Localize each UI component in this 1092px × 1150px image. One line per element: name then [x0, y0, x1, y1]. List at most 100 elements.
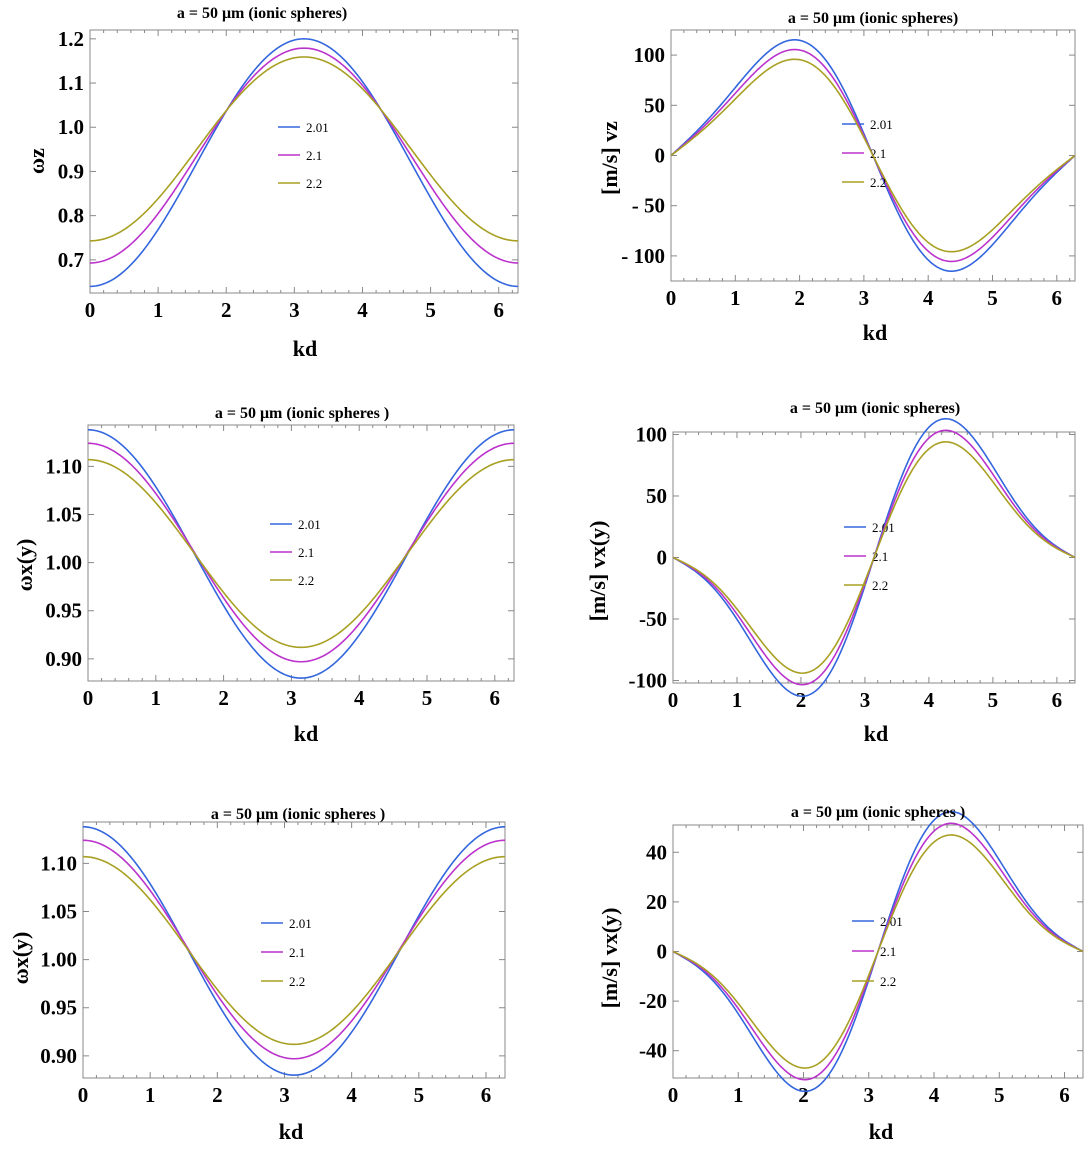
- panel-2-xtick-label: 5: [987, 286, 998, 310]
- panel-2-ytick-label: 0: [655, 144, 666, 168]
- panel-5-ylabel: ωx(y): [8, 932, 33, 985]
- panel-4-xtick-label: 2: [796, 688, 807, 712]
- panel-1-xtick-label: 4: [357, 298, 368, 322]
- panel-1-xtick-label: 5: [425, 298, 436, 322]
- panel-1-xtick-label: 0: [85, 298, 96, 322]
- panel-3-legend-label: 2.1: [298, 545, 314, 560]
- panel-4-legend-label: 2.01: [872, 520, 895, 535]
- panel-2-xtick-label: 1: [730, 286, 741, 310]
- panel-5-xtick-label: 6: [481, 1083, 492, 1107]
- panel-5-title: a = 50 μm (ionic spheres ): [211, 806, 385, 823]
- panel-2-xlabel: kd: [863, 320, 887, 345]
- panel-1-legend-label: 2.01: [306, 120, 329, 135]
- panel-4-ytick-label: 100: [636, 422, 668, 446]
- panel-5-series-2.1: [82, 839, 506, 1060]
- panel-6-title: a = 50 μm (ionic spheres ): [791, 804, 965, 821]
- panel-1-xlabel: kd: [293, 336, 317, 361]
- panel-4-ytick-label: -100: [629, 669, 668, 693]
- panel-4-title: a = 50 μm (ionic spheres): [790, 400, 960, 417]
- panel-6-xtick-label: 4: [929, 1083, 940, 1107]
- panel-6-xtick-label: 6: [1059, 1083, 1070, 1107]
- panel-5: 0 1 2 3 4 5 6 0.90 0.95 1.00 1.05 1.10 2.01 2.1 2.2 a =…: [8, 806, 506, 1144]
- panel-6-xtick-label: 0: [668, 1083, 679, 1107]
- panel-3-frame: [87, 424, 515, 682]
- panel-3-xtick-label: 5: [422, 686, 433, 710]
- panel-3-xlabel: kd: [294, 721, 318, 746]
- panel-3-xtick-label: 4: [354, 686, 365, 710]
- panel-6-legend-label: 2.01: [880, 914, 903, 929]
- panel-3-xtick-label: 6: [490, 686, 501, 710]
- panel-5-legend-label: 2.2: [289, 974, 305, 989]
- panel-5-series-2.01: [82, 826, 506, 1076]
- panel-1-ytick-label: 1.2: [58, 27, 84, 51]
- panel-1-ytick-label: 1.1: [58, 71, 84, 95]
- panel-3-series-2.2: [87, 458, 515, 649]
- panel-6-legend-label: 2.2: [880, 974, 896, 989]
- panel-2-xtick-label: 0: [666, 286, 677, 310]
- panel-5-xtick-label: 3: [279, 1083, 290, 1107]
- panel-1-series-2.01: [89, 38, 519, 288]
- panel-6-ytick-label: 0: [657, 940, 668, 964]
- panel-1-ytick-label: 1.0: [58, 115, 84, 139]
- panel-4-ytick-label: 50: [646, 484, 667, 508]
- panel-5-ytick-label: 0.90: [40, 1044, 77, 1068]
- panel-2-xtick-label: 6: [1052, 286, 1063, 310]
- panel-4-ylabel: [m/s] vx(y): [585, 521, 610, 622]
- panel-6-xtick-label: 5: [994, 1083, 1005, 1107]
- panel-3-ytick-label: 0.95: [45, 599, 82, 623]
- panel-1-ytick-label: 0.9: [58, 159, 84, 183]
- panel-4-xtick-label: 0: [668, 688, 679, 712]
- panel-2-title: a = 50 μm (ionic spheres): [788, 10, 958, 27]
- panel-6-ytick-label: -20: [639, 989, 667, 1013]
- panel-4-xtick-label: 1: [732, 688, 743, 712]
- panel-1-series-2.2: [89, 56, 519, 242]
- panel-5-legend-label: 2.01: [289, 916, 312, 931]
- panel-5-xtick-label: 4: [346, 1083, 357, 1107]
- panel-3-ytick-label: 1.00: [45, 551, 82, 575]
- panel-4-series-2.2: [672, 441, 1076, 674]
- panel-5-xtick-label: 1: [145, 1083, 156, 1107]
- panel-2-ytick-label: - 100: [621, 244, 665, 268]
- panel-2-xtick-label: 4: [923, 286, 934, 310]
- panel-4-ytick-label: 0: [657, 546, 668, 570]
- panel-1-xtick-label: 3: [289, 298, 300, 322]
- panel-4-xtick-label: 4: [924, 688, 935, 712]
- panel-2-ytick-label: - 50: [632, 194, 665, 218]
- panel-6-xtick-label: 3: [864, 1083, 875, 1107]
- panel-1-ylabel: ωz: [24, 148, 49, 174]
- panel-6-ylabel: [m/s] vx(y): [597, 908, 622, 1009]
- panel-2-ytick-label: 50: [644, 93, 665, 117]
- panel-5-xtick-label: 5: [414, 1083, 425, 1107]
- panel-6-xtick-label: 1: [733, 1083, 744, 1107]
- panel-3-ylabel: ωx(y): [12, 539, 37, 592]
- panel-3-xtick-label: 2: [218, 686, 229, 710]
- panel-2-legend-label: 2.2: [870, 175, 886, 190]
- panel-5-legend-label: 2.1: [289, 945, 305, 960]
- panel-5-xtick-label: 0: [78, 1083, 89, 1107]
- panel-3: 0 1 2 3 4 5 6 0.90 0.95 1.00 1.05 1.10 2.01 2.1 2.2 a =…: [12, 405, 515, 746]
- panel-2-xtick-label: 2: [794, 286, 805, 310]
- panel-6-ytick-label: 40: [646, 840, 667, 864]
- panel-3-legend-label: 2.01: [298, 517, 321, 532]
- panel-5-frame: [82, 821, 506, 1079]
- panel-1-title: a = 50 μm (ionic spheres): [177, 5, 347, 22]
- panel-3-title: a = 50 μm (ionic spheres ): [215, 405, 389, 422]
- panel-2-series-2.2: [670, 58, 1076, 253]
- panel-1-legend-label: 2.2: [306, 176, 322, 191]
- panel-6-xtick-label: 2: [798, 1083, 809, 1107]
- panel-4-legend-label: 2.2: [872, 578, 888, 593]
- panel-1-xtick-label: 1: [153, 298, 164, 322]
- panel-1-ytick-label: 0.8: [58, 204, 84, 228]
- panel-5-ytick-label: 1.00: [40, 948, 77, 972]
- panel-3-ytick-label: 1.10: [45, 454, 82, 478]
- panel-6: 0 1 2 3 4 5 6 -40 -20 0 20 40 2.01 2.1 2.2 a = 50 μm (i…: [597, 804, 1084, 1144]
- panel-5-ytick-label: 1.05: [40, 900, 77, 924]
- panel-2-legend-label: 2.01: [870, 117, 893, 132]
- panel-3-xtick-label: 0: [83, 686, 94, 710]
- panel-5-ytick-label: 0.95: [40, 996, 77, 1020]
- panel-2-xtick-label: 3: [859, 286, 870, 310]
- panel-6-legend-label: 2.1: [880, 944, 896, 959]
